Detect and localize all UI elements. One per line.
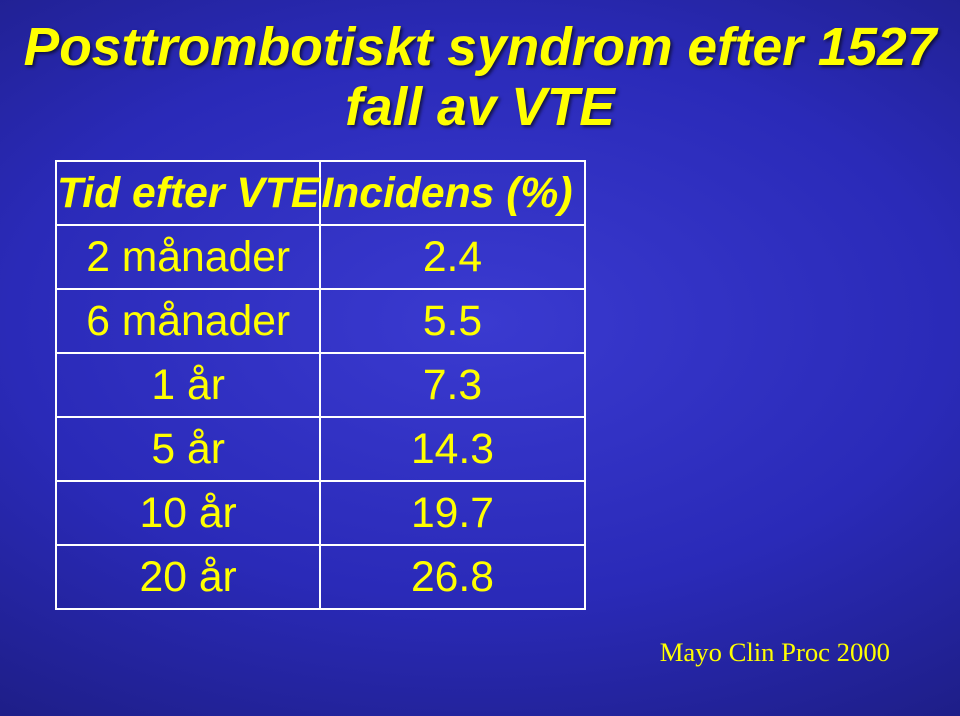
header-incidence: Incidens (%) — [320, 161, 584, 225]
citation: Mayo Clin Proc 2000 — [660, 637, 890, 668]
time-cell: 20 år — [56, 545, 320, 609]
table-header-row: Tid efter VTE Incidens (%) — [56, 161, 585, 225]
table-row: 2 månader 2.4 — [56, 225, 585, 289]
slide-title: Posttrombotiskt syndrom efter 1527 fall … — [0, 18, 960, 137]
value-cell: 7.3 — [320, 353, 584, 417]
time-cell: 2 månader — [56, 225, 320, 289]
time-cell: 6 månader — [56, 289, 320, 353]
table-row: 20 år 26.8 — [56, 545, 585, 609]
value-cell: 5.5 — [320, 289, 584, 353]
table-row: 5 år 14.3 — [56, 417, 585, 481]
incidence-table: Tid efter VTE Incidens (%) 2 månader 2.4… — [55, 160, 586, 610]
title-line-1: Posttrombotiskt syndrom efter 1527 — [24, 18, 937, 77]
table-row: 6 månader 5.5 — [56, 289, 585, 353]
time-cell: 5 år — [56, 417, 320, 481]
time-cell: 1 år — [56, 353, 320, 417]
time-cell: 10 år — [56, 481, 320, 545]
value-cell: 2.4 — [320, 225, 584, 289]
table-row: 10 år 19.7 — [56, 481, 585, 545]
value-cell: 14.3 — [320, 417, 584, 481]
header-time: Tid efter VTE — [56, 161, 320, 225]
title-line-2: fall av VTE — [345, 78, 615, 137]
table-row: 1 år 7.3 — [56, 353, 585, 417]
slide: Posttrombotiskt syndrom efter 1527 fall … — [0, 0, 960, 716]
value-cell: 26.8 — [320, 545, 584, 609]
value-cell: 19.7 — [320, 481, 584, 545]
